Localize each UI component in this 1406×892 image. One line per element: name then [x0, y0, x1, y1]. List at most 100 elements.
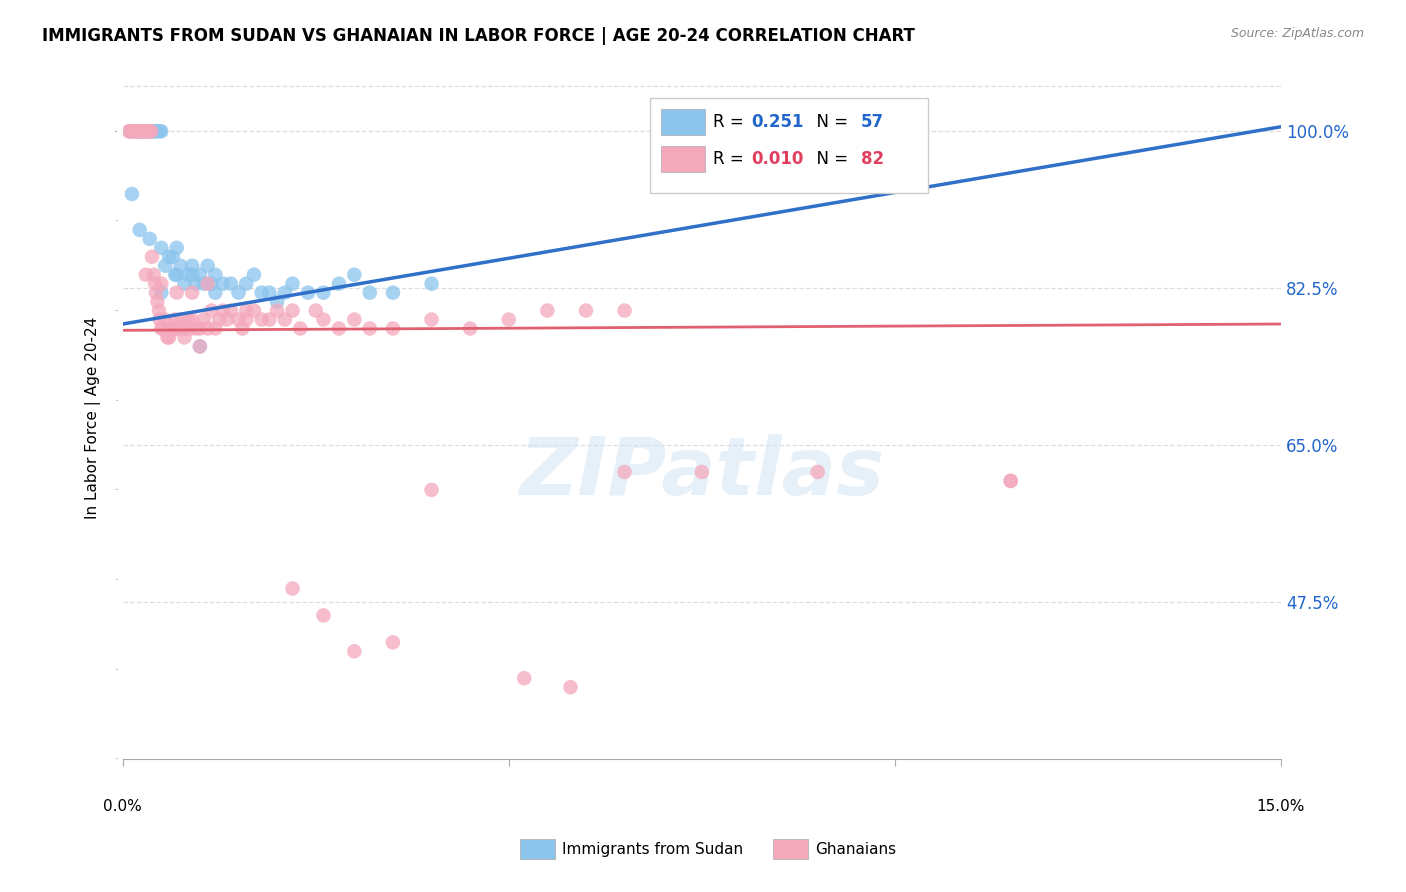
Point [312, 312, 335, 326]
Text: 82: 82 [860, 150, 883, 169]
Point [575, 303, 598, 318]
Point [181, 268, 204, 282]
Point [162, 250, 184, 264]
Point [143, 277, 166, 291]
Text: R =: R = [713, 112, 749, 131]
Point [219, 303, 242, 318]
Point [312, 285, 335, 300]
Point [134, 124, 156, 138]
Point [125, 124, 148, 138]
Point [136, 124, 159, 138]
Point [128, 124, 150, 138]
Point [153, 259, 176, 273]
Point [150, 241, 173, 255]
Point [166, 321, 188, 335]
Point [128, 223, 150, 237]
Point [420, 312, 443, 326]
Text: N =: N = [806, 112, 853, 131]
Point [166, 285, 188, 300]
Point [150, 277, 173, 291]
Text: Immigrants from Sudan: Immigrants from Sudan [562, 842, 744, 856]
Point [274, 312, 297, 326]
Point [204, 285, 226, 300]
Point [127, 124, 149, 138]
Point [343, 312, 366, 326]
Point [166, 268, 188, 282]
Point [498, 312, 520, 326]
Point [235, 312, 257, 326]
Point [149, 312, 172, 326]
Point [146, 294, 169, 309]
Point [204, 268, 226, 282]
Point [281, 582, 304, 596]
Point [122, 124, 145, 138]
Point [381, 635, 404, 649]
Point [420, 277, 443, 291]
Point [121, 186, 143, 201]
Point [131, 124, 153, 138]
Point [157, 250, 180, 264]
FancyBboxPatch shape [650, 98, 928, 194]
Point [174, 321, 197, 335]
Point [215, 312, 238, 326]
Point [118, 124, 141, 138]
Point [166, 241, 188, 255]
Point [328, 321, 350, 335]
Point [188, 321, 211, 335]
Point [259, 312, 281, 326]
Point [122, 124, 145, 138]
Point [167, 321, 190, 335]
Point [200, 277, 222, 291]
Point [197, 259, 219, 273]
Text: N =: N = [806, 150, 853, 169]
Point [120, 124, 142, 138]
Point [259, 285, 281, 300]
Point [134, 124, 156, 138]
Point [359, 285, 381, 300]
Point [513, 671, 536, 685]
Point [135, 268, 157, 282]
Point [613, 465, 636, 479]
Point [165, 268, 187, 282]
Point [181, 285, 204, 300]
Point [149, 124, 172, 138]
Point [243, 268, 266, 282]
Point [135, 124, 157, 138]
Point [208, 312, 231, 326]
Point [127, 124, 149, 138]
Point [312, 608, 335, 623]
Point [343, 268, 366, 282]
Point [290, 321, 312, 335]
Point [219, 277, 242, 291]
Point [1000, 474, 1022, 488]
Point [281, 303, 304, 318]
Point [122, 124, 145, 138]
Point [197, 277, 219, 291]
Point [274, 285, 297, 300]
Point [281, 277, 304, 291]
Point [250, 285, 273, 300]
Point [458, 321, 481, 335]
Text: R =: R = [713, 150, 749, 169]
Point [235, 303, 257, 318]
Point [193, 312, 215, 326]
Point [188, 339, 211, 353]
Point [177, 312, 200, 326]
Y-axis label: In Labor Force | Age 20-24: In Labor Force | Age 20-24 [86, 317, 101, 519]
Point [184, 321, 207, 335]
Text: Ghanaians: Ghanaians [815, 842, 897, 856]
Point [141, 250, 163, 264]
Point [1000, 474, 1022, 488]
Point [121, 124, 143, 138]
Point [173, 330, 195, 344]
Point [297, 285, 319, 300]
Point [807, 465, 830, 479]
Point [146, 124, 169, 138]
Point [228, 312, 250, 326]
Point [172, 321, 194, 335]
Point [145, 285, 167, 300]
Point [420, 483, 443, 497]
Point [141, 124, 163, 138]
Point [188, 339, 211, 353]
Point [266, 303, 288, 318]
